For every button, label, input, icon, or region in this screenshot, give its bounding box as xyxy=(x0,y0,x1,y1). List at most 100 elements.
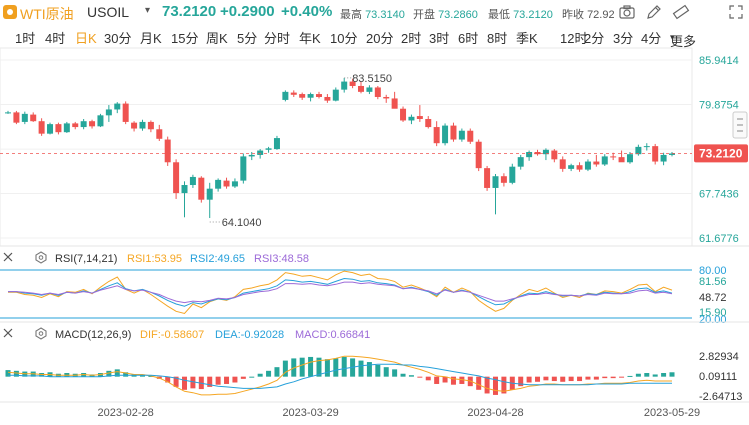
candle xyxy=(21,113,28,122)
timeframe-1h[interactable]: 1时 xyxy=(15,31,36,46)
edit-icon[interactable] xyxy=(645,3,663,21)
candle xyxy=(173,162,180,194)
candle xyxy=(240,156,247,181)
macd-bar xyxy=(459,376,465,384)
dea-line xyxy=(8,363,672,389)
macd-bar xyxy=(602,376,608,379)
timeframe-monthly[interactable]: 月K xyxy=(140,31,162,46)
timeframe-5m[interactable]: 5分 xyxy=(237,31,258,46)
macd-y-tick-label: 2.82934 xyxy=(699,351,739,363)
macd-bar xyxy=(450,376,456,385)
timeframe-daily[interactable]: 日K xyxy=(75,31,97,46)
timeframe-4m[interactable]: 4分 xyxy=(641,31,662,46)
timeframe-2h[interactable]: 2时 xyxy=(401,31,422,46)
last-price: 73.2120 xyxy=(162,3,217,20)
macd-bar xyxy=(392,369,398,377)
macd-close-icon[interactable] xyxy=(3,328,13,338)
macd-bar xyxy=(492,376,498,395)
macd-bar xyxy=(240,376,246,379)
macd-bar xyxy=(316,357,322,377)
candle xyxy=(63,123,70,133)
chevron-down-icon[interactable]: ▾ xyxy=(145,5,151,16)
stat-open-value: 73.2860 xyxy=(438,9,478,21)
timeframe-weekly[interactable]: 周K xyxy=(206,31,228,46)
candle xyxy=(349,81,356,86)
candle xyxy=(114,103,121,110)
candle xyxy=(416,116,423,119)
macd-bar xyxy=(182,376,188,390)
candle xyxy=(400,108,407,121)
rsi-y-tick-label: 81.56 xyxy=(699,276,727,288)
candle xyxy=(584,161,591,170)
candle xyxy=(475,141,482,169)
timeframe-3m[interactable]: 3分 xyxy=(613,31,634,46)
candle xyxy=(652,146,659,162)
timeframe-12h[interactable]: 12时 xyxy=(560,31,588,46)
macd-bar xyxy=(518,376,524,387)
y-tick-label: 67.7436 xyxy=(699,188,739,200)
rsi3-line xyxy=(8,281,673,304)
stat-low-value: 73.2120 xyxy=(513,9,553,21)
macd-settings-icon[interactable] xyxy=(35,327,47,340)
candle xyxy=(189,176,196,186)
rsi-close-icon[interactable] xyxy=(3,252,13,262)
timeframe-4h[interactable]: 4时 xyxy=(45,31,66,46)
timeframe-8h[interactable]: 8时 xyxy=(487,31,508,46)
candle xyxy=(374,87,381,97)
candle xyxy=(80,121,87,128)
macd-bar xyxy=(274,367,280,377)
candle xyxy=(408,116,415,121)
candle xyxy=(257,150,264,155)
timeframe-15m[interactable]: 15分 xyxy=(171,31,199,46)
macd-bar xyxy=(224,376,230,384)
x-axis-label: 2023-05-29 xyxy=(644,407,700,419)
macd-bar xyxy=(114,369,120,377)
ruler-icon[interactable] xyxy=(672,3,690,21)
timeframe-20m[interactable]: 20分 xyxy=(366,31,394,46)
timeframe-6h[interactable]: 6时 xyxy=(458,31,479,46)
rsi-settings-icon[interactable] xyxy=(35,251,47,264)
quote-header: WTI原油 USOIL ▾ 73.2120 +0.2900 +0.40% 最高 … xyxy=(0,0,749,24)
candle xyxy=(215,179,222,189)
candle xyxy=(450,125,457,140)
timeframe-3h[interactable]: 3时 xyxy=(429,31,450,46)
candle xyxy=(198,177,205,200)
timeframe-30m[interactable]: 30分 xyxy=(104,31,132,46)
macd-bar xyxy=(635,373,641,377)
macd-bar xyxy=(425,376,431,381)
instrument-symbol[interactable]: USOIL xyxy=(87,4,130,20)
candle xyxy=(551,150,558,160)
timeframe-intraday[interactable]: 分时 xyxy=(264,31,291,46)
timeframe-2m[interactable]: 2分 xyxy=(584,31,605,46)
timeframe-quarterly[interactable]: 季K xyxy=(516,31,538,46)
candle xyxy=(542,149,549,155)
candle xyxy=(290,92,297,95)
macd-bar xyxy=(585,376,591,380)
candle xyxy=(517,157,524,167)
instrument-name[interactable]: WTI原油 xyxy=(20,6,74,22)
fullscreen-icon[interactable] xyxy=(727,3,745,21)
timeframe-yearly[interactable]: 年K xyxy=(299,31,321,46)
macd-bar xyxy=(165,376,171,383)
macd-bar xyxy=(232,376,238,383)
timeframe-10m[interactable]: 10分 xyxy=(330,31,358,46)
macd-bar xyxy=(375,364,381,377)
camera-icon[interactable] xyxy=(618,3,636,21)
current-price-label: 73.2120 xyxy=(699,146,743,160)
candle xyxy=(383,96,390,99)
timeframe-more[interactable]: 更多 ▾ xyxy=(670,28,696,49)
macd-bar xyxy=(568,376,574,382)
macd-bar xyxy=(333,358,339,377)
candle xyxy=(635,146,642,155)
settings-panel-icon[interactable] xyxy=(732,111,748,139)
candle xyxy=(38,121,45,134)
candle xyxy=(568,165,575,169)
candle xyxy=(72,123,79,128)
candle xyxy=(500,176,507,183)
candle xyxy=(30,114,37,122)
low-annotation: 64.1040 xyxy=(222,217,262,229)
candle xyxy=(509,166,516,183)
candle xyxy=(358,85,365,92)
candle xyxy=(206,188,213,200)
